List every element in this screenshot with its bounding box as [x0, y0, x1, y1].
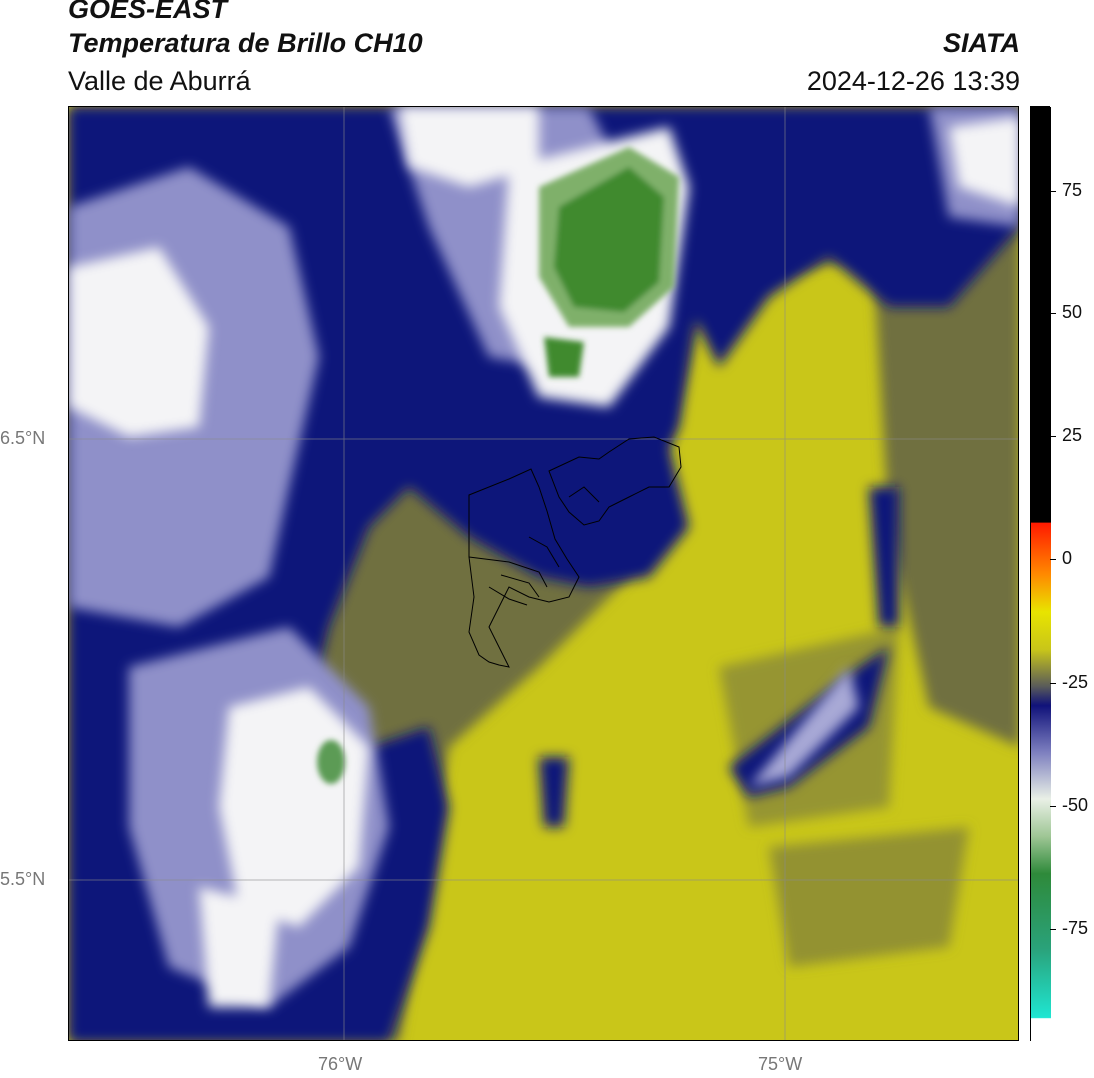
map-gridlines	[69, 107, 1018, 1040]
colorbar-label-75: 75	[1062, 180, 1083, 200]
municipality-boundaries	[468, 436, 682, 668]
lat-label-5-5: 5.5°N	[0, 869, 46, 889]
satellite-map[interactable]	[68, 106, 1019, 1041]
map-canvas	[69, 107, 1018, 1040]
agency-label: SIATA	[943, 28, 1020, 58]
colorbar-label-neg25: -25	[1062, 672, 1089, 692]
datetime-label: 2024-12-26 13:39	[806, 66, 1020, 96]
colorbar-label-neg75: -75	[1062, 918, 1089, 938]
colorbar-tick	[1050, 313, 1056, 314]
product-title: Temperatura de Brillo CH10	[68, 28, 423, 58]
lon-label-76: 76°W	[318, 1054, 363, 1074]
colorbar-tick	[1050, 806, 1056, 807]
colorbar-tick	[1050, 929, 1056, 930]
colorbar-label-25: 25	[1062, 425, 1083, 445]
colorbar-tick	[1050, 191, 1056, 192]
region-subtitle: Valle de Aburrá	[68, 66, 251, 96]
lat-label-6-5: 6.5°N	[0, 428, 46, 448]
lon-label-75: 75°W	[758, 1054, 803, 1074]
colorbar-tick	[1050, 436, 1056, 437]
colorbar	[1030, 106, 1051, 1042]
cloud-green-core	[317, 147, 679, 784]
colorbar-label-50: 50	[1062, 302, 1083, 322]
colorbar-label-neg50: -50	[1062, 795, 1089, 815]
colorbar-gradient	[1031, 107, 1051, 1042]
colorbar-tick	[1050, 683, 1056, 684]
satellite-title: GOES-EAST	[68, 0, 228, 24]
colorbar-tick	[1050, 559, 1056, 560]
colorbar-label-0: 0	[1062, 548, 1073, 568]
